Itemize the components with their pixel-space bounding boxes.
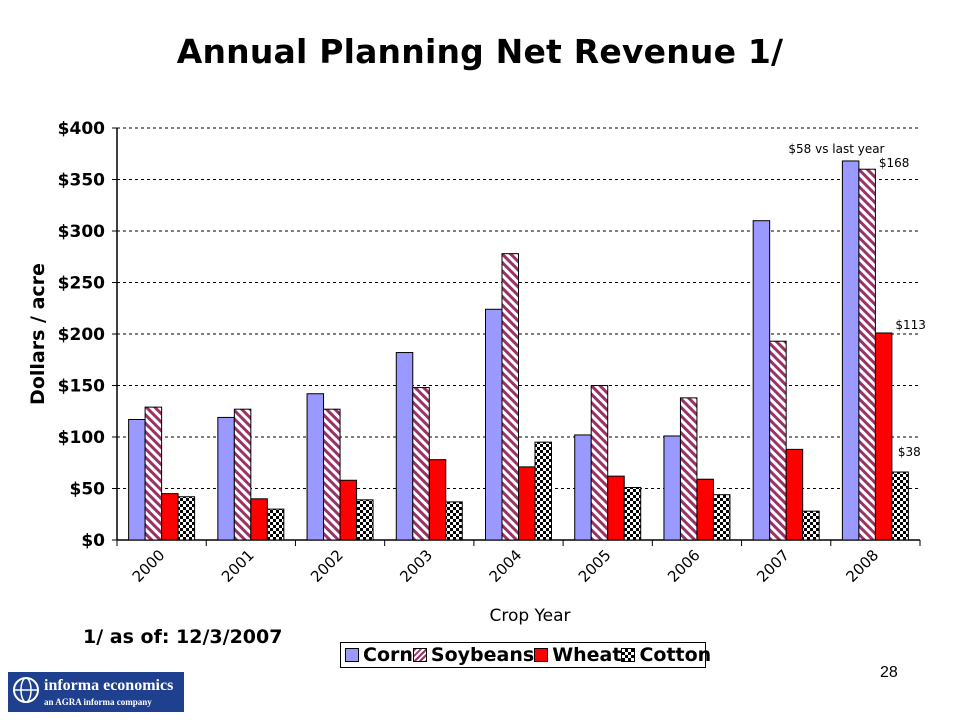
bar-soybeans-2000	[144, 406, 163, 541]
bar-chart: $0 $50 $100 $150 $200 $250 $300 $350 $400 2000 200…	[27, 119, 926, 626]
x-tick-label: 2003	[396, 546, 436, 586]
legend-label-soybeans: Soybeans	[430, 644, 535, 666]
bar-soybeans-2007	[769, 340, 787, 541]
wheat-swatch-icon	[534, 648, 549, 662]
page-number: 28	[880, 664, 898, 681]
bar-cotton-2000	[177, 496, 196, 541]
bar-soybeans-2003	[412, 387, 430, 541]
annotation-corn: $58 vs last year	[788, 142, 884, 156]
y-tick-label: $300	[58, 222, 105, 242]
bar-cotton-2003	[445, 501, 463, 541]
bar-corn-2003	[395, 352, 414, 541]
bar-corn-2006	[663, 435, 681, 541]
y-tick-label: $350	[58, 171, 105, 191]
bars	[128, 160, 909, 541]
bar-soybeans-2005	[590, 385, 609, 541]
bar-cotton-2002	[356, 499, 374, 541]
bar-corn-2000	[128, 418, 146, 541]
chart-title: Annual Planning Net Revenue 1/	[176, 32, 784, 71]
bar-soybeans-2002	[323, 408, 341, 541]
legend-label-corn: Corn	[363, 644, 413, 666]
bar-wheat-2008	[874, 332, 893, 541]
bar-wheat-2000	[161, 493, 179, 541]
bar-wheat-2002	[339, 479, 358, 541]
bar-wheat-2004	[518, 466, 536, 541]
x-tick-label: 2005	[575, 546, 615, 586]
x-tick-label: 2000	[129, 546, 169, 586]
x-tick-label: 2002	[307, 546, 347, 586]
y-tick-label: $150	[58, 377, 105, 397]
bar-cotton-2001	[266, 508, 285, 541]
footnote: 1/ as of: 12/3/2007	[83, 626, 283, 648]
x-tick-label: 2001	[218, 546, 258, 586]
y-tick-label: $100	[58, 428, 105, 448]
y-tick-label: $0	[81, 531, 105, 551]
bar-corn-2005	[574, 434, 592, 541]
legend-item-cotton: Cotton	[621, 644, 711, 666]
logo-name: informa economics	[44, 677, 174, 694]
logo-tagline: an AGRA informa company	[44, 697, 152, 707]
bar-cotton-2005	[623, 486, 642, 541]
annotation-soybeans: $168	[879, 156, 910, 170]
x-axis-label: Crop Year	[489, 606, 570, 626]
y-tick-label: $200	[58, 325, 105, 345]
bar-wheat-2003	[428, 459, 447, 541]
globe-icon	[13, 677, 39, 703]
bar-soybeans-2001	[233, 408, 252, 541]
legend-item-soybeans: Soybeans	[412, 644, 535, 666]
bar-soybeans-2006	[679, 397, 698, 541]
y-axis-label: Dollars / acre	[27, 263, 49, 405]
bar-corn-2007	[752, 220, 771, 541]
bar-wheat-2001	[250, 498, 268, 541]
bar-corn-2002	[306, 393, 325, 541]
company-logo: informa economics an AGRA informa compan…	[8, 672, 184, 712]
bar-soybeans-2008	[858, 168, 876, 541]
chart-legend: Corn Soybeans Wheat Cotton	[340, 642, 711, 668]
bar-soybeans-2004	[501, 253, 519, 541]
bar-cotton-2008	[891, 471, 909, 541]
bar-cotton-2004	[534, 441, 552, 541]
legend-item-wheat: Wheat	[534, 644, 621, 666]
x-tick-label: 2008	[842, 546, 882, 586]
bar-corn-2004	[485, 308, 503, 541]
legend-label-wheat: Wheat	[552, 644, 622, 666]
corn-swatch-icon	[345, 648, 359, 662]
bar-corn-2001	[217, 416, 235, 541]
bar-wheat-2007	[785, 448, 804, 541]
bar-wheat-2006	[696, 478, 714, 541]
annotation-cotton: $38	[898, 445, 921, 459]
y-tick-label: $50	[70, 480, 106, 500]
legend-item-corn: Corn	[345, 644, 413, 666]
bar-corn-2008	[841, 160, 860, 541]
bar-cotton-2006	[712, 494, 731, 541]
cotton-swatch-icon	[621, 648, 636, 662]
x-tick-label: 2004	[486, 546, 526, 586]
y-tick-label: $400	[58, 119, 105, 139]
legend-label-cotton: Cotton	[639, 644, 712, 666]
bar-wheat-2005	[607, 475, 625, 541]
x-tick-label: 2006	[664, 546, 704, 586]
bar-cotton-2007	[802, 510, 820, 541]
soybeans-swatch-icon	[412, 648, 427, 662]
y-tick-label: $250	[58, 274, 105, 294]
annotation-wheat: $113	[895, 318, 926, 332]
x-tick-label: 2007	[753, 546, 793, 586]
